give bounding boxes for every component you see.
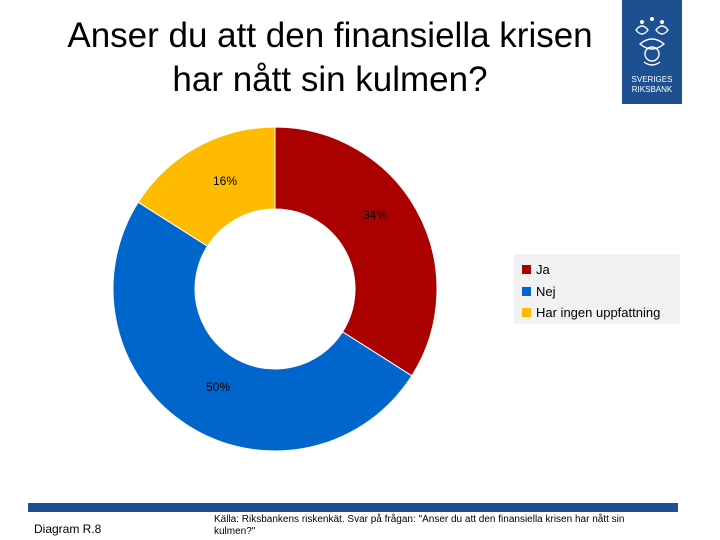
slice-ja — [274, 126, 438, 377]
data-label-ja: 34% — [363, 208, 387, 222]
data-label-ingen-uppfattning: 16% — [213, 174, 237, 188]
data-label-nej: 50% — [206, 380, 230, 394]
legend-label-ingen-uppfattning: Har ingen uppfattning — [536, 304, 661, 320]
logo-text-line1: SVERIGES — [632, 75, 673, 84]
legend-swatch-ja — [522, 264, 531, 274]
riksbank-logo: SVERIGES RIKSBANK — [622, 0, 682, 104]
legend-swatch-nej — [522, 286, 531, 296]
legend-item-nej: Nej — [522, 282, 556, 300]
footer-bar — [28, 503, 678, 512]
donut-chart: 34% 50% 16% — [112, 126, 438, 452]
diagram-label: Diagram R.8 — [34, 522, 102, 536]
logo-text-line2: RIKSBANK — [632, 85, 673, 94]
legend-swatch-ingen-uppfattning — [522, 307, 531, 317]
legend-item-ja: Ja — [522, 260, 550, 278]
slice-ingen-uppfattning — [137, 126, 276, 247]
slice-nej — [112, 201, 413, 452]
riksbank-crest-icon: SVERIGES RIKSBANK — [632, 17, 673, 94]
slide-title: Anser du att den finansiella krisen har … — [67, 16, 593, 99]
chart-legend: Ja Nej Har ingen uppfattning — [514, 254, 680, 324]
legend-label-nej: Nej — [536, 283, 556, 299]
legend-item-ingen-uppfattning: Har ingen uppfattning — [522, 303, 660, 321]
legend-label-ja: Ja — [536, 261, 550, 277]
source-note: Källa: Riksbankens riskenkät. Svar på fr… — [214, 514, 625, 537]
